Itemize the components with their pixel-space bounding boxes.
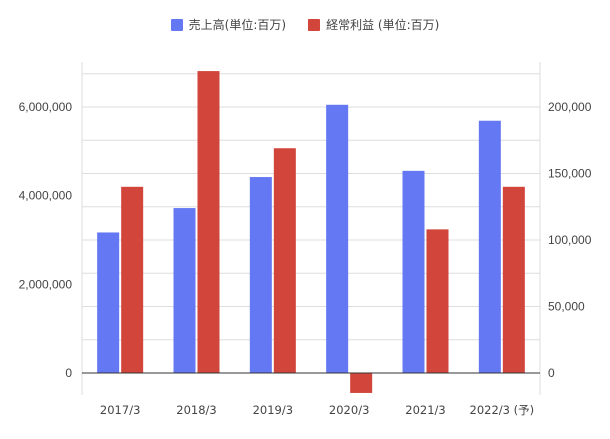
legend-swatch-profit <box>308 18 321 31</box>
chart-legend: 売上高(単位:百万) 経常利益 (単位:百万) <box>0 16 610 33</box>
x-tick-label: 2020/3 <box>329 403 369 417</box>
bar-sales <box>478 120 501 373</box>
bar-profit <box>502 186 525 373</box>
grid-lines <box>81 62 541 395</box>
y-right-tick-label: 0 <box>548 366 555 380</box>
x-tick-label: 2019/3 <box>253 403 293 417</box>
legend-swatch-sales <box>170 18 183 31</box>
y-left-tick-label: 4,000,000 <box>19 189 73 203</box>
bar-sales <box>97 232 120 373</box>
x-tick-label: 2018/3 <box>176 403 216 417</box>
x-tick-label: 2017/3 <box>100 403 140 417</box>
bar-sales <box>402 170 425 373</box>
y-left-tick-label: 2,000,000 <box>19 277 73 291</box>
y-right-tick-label: 100,000 <box>548 233 592 247</box>
y-left-tick-label: 6,000,000 <box>19 100 73 114</box>
legend-label-sales: 売上高(単位:百万) <box>188 18 287 32</box>
x-tick-label: 2021/3 <box>405 403 445 417</box>
y-right-tick-label: 150,000 <box>548 167 592 181</box>
y-left-tick-label: 0 <box>65 366 72 380</box>
legend-label-profit: 経常利益 (単位:百万) <box>326 18 440 32</box>
bar-profit <box>121 186 144 373</box>
bar-profit <box>350 373 373 393</box>
y-right-tick-label: 200,000 <box>548 100 592 114</box>
bar-sales <box>326 104 349 374</box>
bars <box>97 71 525 393</box>
bar-sales <box>173 208 196 373</box>
x-tick-label: 2022/3 (予) <box>470 403 535 417</box>
bar-profit <box>197 71 220 373</box>
tick-labels: 2017/3 2018/3 2019/3 2020/3 2021/3 2022/3 (予)… <box>19 100 592 417</box>
bar-sales <box>249 177 272 373</box>
y-right-tick-label: 50,000 <box>548 300 585 314</box>
legend-item-profit[interactable]: 経常利益 (単位:百万) <box>308 16 439 33</box>
bar-profit <box>273 148 296 373</box>
legend-item-sales[interactable]: 売上高(単位:百万) <box>170 16 287 33</box>
bar-profit <box>426 229 449 373</box>
